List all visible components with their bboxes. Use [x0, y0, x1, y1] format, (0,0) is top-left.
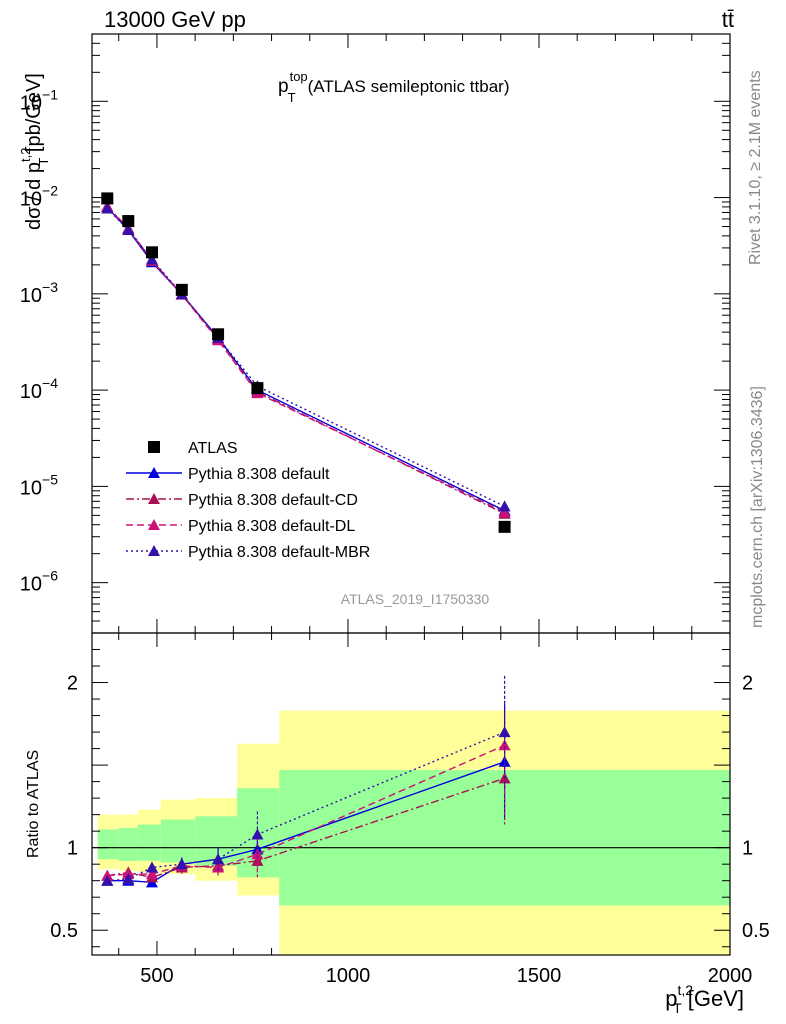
data-point: [175, 283, 188, 296]
data-point: [122, 215, 135, 228]
ratio-ylabel: Ratio to ATLAS: [25, 750, 42, 858]
legend-label: Pythia 8.308 default-DL: [188, 518, 355, 535]
data-point: [251, 382, 264, 395]
legend-marker: [148, 519, 160, 530]
ratio-point: [498, 726, 511, 738]
x-tick-label: 2000: [708, 965, 753, 987]
y-tick-label: 10−5: [20, 471, 58, 499]
y-tick-label: 10−1: [20, 86, 58, 114]
ratio-point: [145, 861, 158, 873]
uncertainty-band-inner: [137, 824, 161, 861]
ratio-point: [101, 874, 114, 886]
y-tick-label: 10−6: [20, 568, 58, 596]
x-tick-label: 500: [140, 965, 173, 987]
ratio-y-tick-label-right: 0.5: [742, 920, 770, 942]
ratio-point: [212, 861, 225, 873]
series-line: [106, 208, 505, 508]
y-tick-label: 10−4: [20, 375, 58, 403]
ratio-y-tick-label: 1: [67, 838, 78, 860]
main-ylabel: dσ / d pt,2 T [pb/GeV]: [18, 73, 51, 230]
rivet-label: Rivet 3.1.10, ≥ 2.1M events: [747, 70, 764, 265]
title-var-sub: T: [288, 90, 296, 105]
legend-label: Pythia 8.308 default-MBR: [188, 544, 370, 561]
series-point: [145, 253, 158, 265]
title-text: (ATLAS semileptonic ttbar): [308, 77, 510, 96]
legend-marker: [148, 545, 160, 556]
uncertainty-band-inner: [160, 819, 196, 863]
data-point: [498, 520, 511, 533]
energy-label: 13000 GeV pp: [104, 7, 246, 32]
process-label: tt̄: [722, 7, 734, 32]
legend-label: ATLAS: [188, 440, 238, 457]
plot-title: ptop T (ATLAS semileptonic ttbar): [278, 69, 509, 105]
ratio-point: [122, 873, 135, 885]
ratio-point: [145, 868, 158, 880]
legend-marker: [148, 493, 160, 504]
uncertainty-band-inner: [97, 829, 119, 860]
ratio-panel: 500 1000 1500 2000 0.5 0.5 1 1 2 2: [50, 632, 770, 987]
x-tick-label: 1500: [517, 965, 562, 987]
legend-label: Pythia 8.308 default: [188, 466, 330, 483]
ratio-point: [212, 853, 225, 865]
main-panel: 10−6 10−5 10−4 10−3 10−2 10−1 ATLAS Pythia 8.30…: [20, 33, 731, 955]
series-point: [122, 224, 135, 236]
data-point: [212, 328, 225, 341]
ratio-point: [498, 739, 511, 751]
x-tick-label: 1000: [326, 965, 371, 987]
ratio-y-tick-label-right: 2: [742, 673, 753, 695]
legend-marker: [148, 467, 160, 478]
ratio-frame: [91, 632, 731, 956]
ratio-y-tick-label: 2: [67, 673, 78, 695]
series-point: [498, 500, 511, 512]
mcplots-label: mcplots.cern.ch [arXiv:1306.3436]: [749, 386, 766, 628]
ratio-y-tick-label: 0.5: [50, 920, 78, 942]
ratio-y-tick-label-right: 1: [742, 838, 753, 860]
data-point: [101, 192, 114, 205]
legend: ATLAS Pythia 8.308 default Pythia 8.308 de…: [126, 440, 370, 561]
title-var: p: [278, 76, 289, 97]
x-axis-label: pt,2 T [GeV]: [665, 982, 744, 1016]
uncertainty-band-inner: [118, 827, 138, 861]
ratio-point: [175, 858, 188, 870]
analysis-label: ATLAS_2019_I1750330: [341, 591, 490, 607]
series-point: [101, 202, 114, 214]
series-point: [498, 506, 511, 518]
data-point: [145, 246, 158, 259]
ratio-point: [251, 828, 264, 840]
y-tick-label: 10−2: [20, 183, 58, 211]
legend-label: Pythia 8.308 default-CD: [188, 492, 358, 509]
y-tick-label: 10−3: [20, 279, 58, 307]
legend-marker-atlas: [148, 441, 160, 453]
title-var-sup: top: [290, 69, 308, 84]
